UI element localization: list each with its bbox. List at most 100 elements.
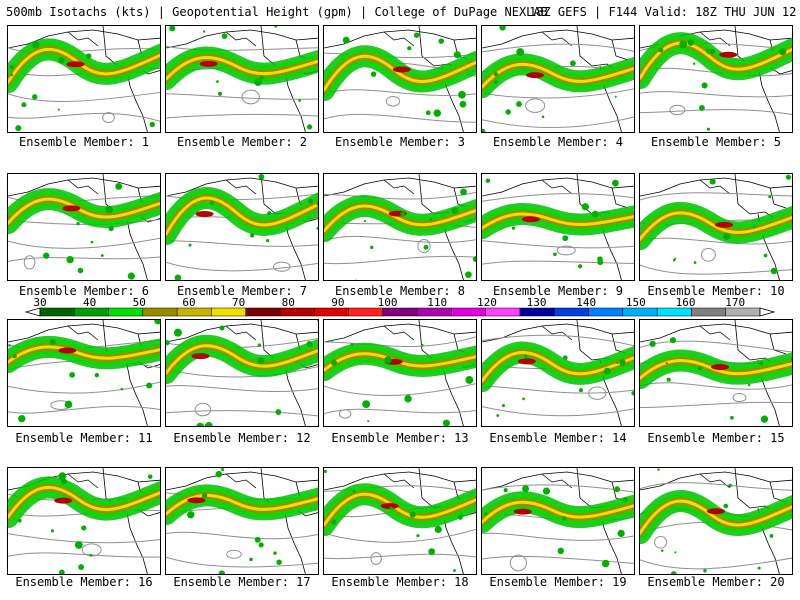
map-graphic	[166, 26, 318, 132]
colorbar: 30 40 50 60 70 80 90 100 110 120 130 140 150 160 170	[0, 296, 800, 320]
map-panel-15	[639, 319, 793, 427]
member-caption: Ensemble Member: 16	[15, 575, 153, 589]
colorbar-swatch	[211, 307, 246, 317]
colorbar-swatch	[142, 307, 178, 317]
map-graphic	[640, 468, 792, 574]
colorbar-tick-label: 170	[725, 296, 745, 309]
member-caption: Ensemble Member: 14	[489, 431, 627, 445]
map-graphic	[166, 174, 318, 280]
colorbar-swatch	[691, 307, 726, 317]
map-panel-14	[481, 319, 635, 427]
map-graphic	[482, 174, 634, 280]
colorbar-swatch	[74, 307, 109, 317]
colorbar-swatch	[39, 307, 75, 317]
map-graphic	[324, 174, 476, 280]
colorbar-tick-label: 50	[133, 296, 146, 309]
map-graphic	[8, 26, 160, 132]
colorbar-swatch	[725, 307, 761, 317]
map-panel-1	[7, 25, 161, 133]
colorbar-swatch	[485, 307, 521, 317]
map-graphic	[166, 320, 318, 426]
map-panel-7	[165, 173, 319, 281]
member-caption: Ensemble Member: 1	[18, 135, 150, 149]
colorbar-left-arrow	[24, 307, 41, 317]
map-panel-12	[165, 319, 319, 427]
colorbar-tick-label: 150	[626, 296, 646, 309]
map-panel-8	[323, 173, 477, 281]
map-panel-20	[639, 467, 793, 575]
colorbar-swatch	[314, 307, 349, 317]
colorbar-tick-label: 30	[33, 296, 46, 309]
title-left: 500mb Isotachs (kts) | Geopotential Heig…	[6, 5, 548, 19]
map-graphic	[640, 174, 792, 280]
map-panel-3	[323, 25, 477, 133]
colorbar-tick-label: 120	[477, 296, 497, 309]
colorbar-tick-label: 40	[83, 296, 96, 309]
map-panel-18	[323, 467, 477, 575]
map-panel-13	[323, 319, 477, 427]
colorbar-swatch	[622, 307, 658, 317]
colorbar-swatch	[108, 307, 144, 317]
colorbar-tick-label: 130	[527, 296, 547, 309]
colorbar-tick-label: 100	[378, 296, 398, 309]
map-graphic	[482, 468, 634, 574]
colorbar-tick-label: 70	[232, 296, 245, 309]
member-caption: Ensemble Member: 10	[647, 284, 785, 298]
map-panel-16	[7, 467, 161, 575]
member-caption: Ensemble Member: 3	[334, 135, 466, 149]
map-graphic	[8, 320, 160, 426]
map-panel-10	[639, 173, 793, 281]
colorbar-tick-label: 80	[282, 296, 295, 309]
map-graphic	[166, 468, 318, 574]
colorbar-graphic: 30 40 50 60 70 80 90 100 110 120 130 140 150 160 170	[24, 296, 776, 317]
member-caption: Ensemble Member: 18	[331, 575, 469, 589]
map-graphic	[324, 26, 476, 132]
header: 500mb Isotachs (kts) | Geopotential Heig…	[0, 0, 800, 24]
map-panel-2	[165, 25, 319, 133]
map-panel-5	[639, 25, 793, 133]
colorbar-swatch	[279, 307, 315, 317]
map-panel-6	[7, 173, 161, 281]
member-caption: Ensemble Member: 5	[650, 135, 782, 149]
member-caption: Ensemble Member: 12	[173, 431, 311, 445]
colorbar-swatch	[416, 307, 452, 317]
member-caption: Ensemble Member: 13	[331, 431, 469, 445]
map-graphic	[640, 26, 792, 132]
map-panel-19	[481, 467, 635, 575]
colorbar-tick-label: 110	[427, 296, 447, 309]
map-graphic	[640, 320, 792, 426]
member-caption: Ensemble Member: 20	[647, 575, 785, 589]
map-graphic	[8, 174, 160, 280]
member-caption: Ensemble Member: 17	[173, 575, 311, 589]
colorbar-swatch	[348, 307, 384, 317]
map-graphic	[324, 320, 476, 426]
colorbar-swatch	[245, 307, 281, 317]
colorbar-tick-label: 90	[331, 296, 344, 309]
member-caption: Ensemble Member: 8	[334, 284, 466, 298]
map-panel-11	[7, 319, 161, 427]
map-panel-4	[481, 25, 635, 133]
title-right: 18Z GEFS | F144 Valid: 18Z THU JUN 12 20…	[529, 5, 797, 19]
member-caption: Ensemble Member: 11	[15, 431, 153, 445]
colorbar-tick-label: 160	[676, 296, 696, 309]
member-caption: Ensemble Member: 19	[489, 575, 627, 589]
colorbar-swatch	[451, 307, 486, 317]
colorbar-swatch	[554, 307, 589, 317]
colorbar-right-arrow	[759, 307, 776, 317]
colorbar-tick-label: 140	[576, 296, 596, 309]
map-panel-17	[165, 467, 319, 575]
colorbar-swatch	[176, 307, 212, 317]
colorbar-swatch	[519, 307, 555, 317]
colorbar-swatch	[588, 307, 624, 317]
member-caption: Ensemble Member: 9	[492, 284, 624, 298]
map-graphic	[8, 468, 160, 574]
colorbar-swatch	[656, 307, 692, 317]
member-caption: Ensemble Member: 6	[18, 284, 150, 298]
map-graphic	[482, 26, 634, 132]
member-caption: Ensemble Member: 15	[647, 431, 785, 445]
colorbar-swatch	[382, 307, 418, 317]
map-graphic	[482, 320, 634, 426]
member-caption: Ensemble Member: 2	[176, 135, 308, 149]
map-graphic	[324, 468, 476, 574]
colorbar-tick-label: 60	[182, 296, 195, 309]
